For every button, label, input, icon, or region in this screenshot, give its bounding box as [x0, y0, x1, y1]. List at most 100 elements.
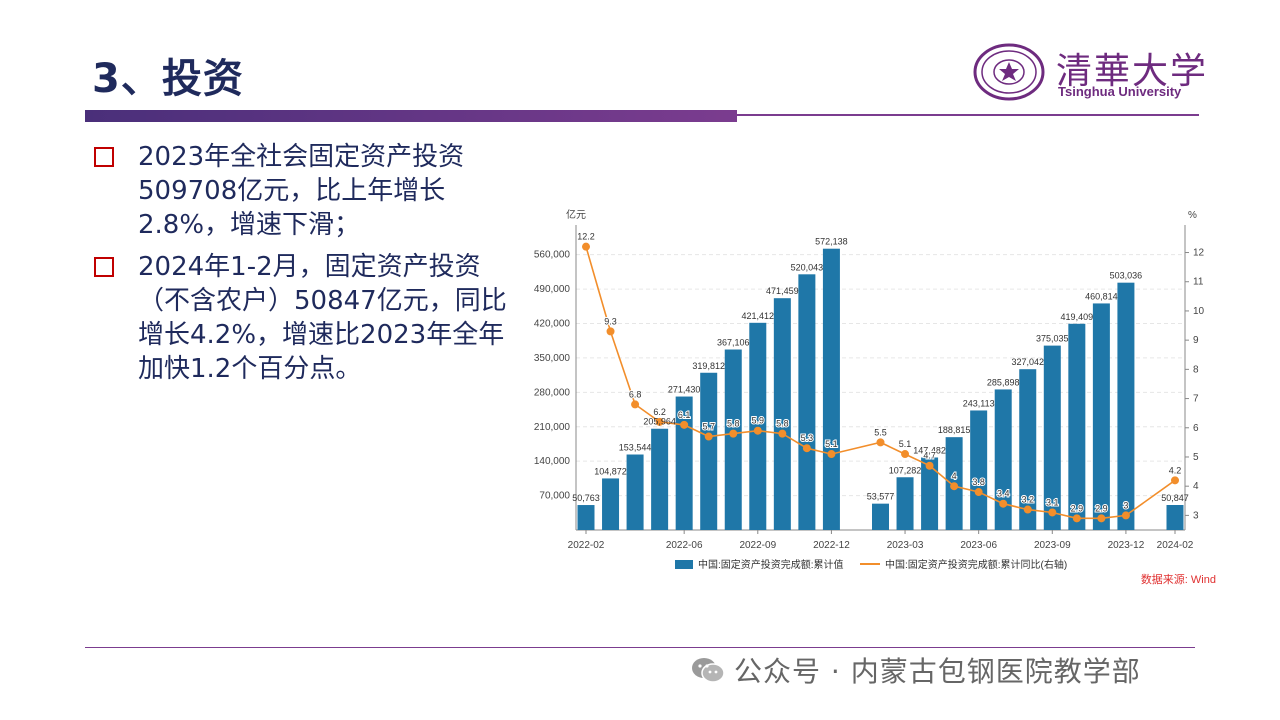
bar-data-label: 205,964	[643, 417, 676, 427]
bar	[700, 372, 718, 530]
bar-data-label: 50,847	[1161, 493, 1189, 503]
legend-line-label: 中国:固定资产投资完成额:累计同比(右轴)	[885, 558, 1067, 571]
y-tick-label: 420,000	[534, 319, 571, 330]
y2-tick-label: 7	[1193, 394, 1199, 405]
line-point	[680, 420, 689, 429]
seal-icon	[973, 43, 1045, 101]
x-tick-label: 2023-06	[960, 540, 997, 551]
bullet-list: 2023年全社会固定资产投资509708亿元，比上年增长2.8%，增速下滑； 2…	[92, 140, 512, 394]
bar-data-label: 572,138	[815, 237, 848, 247]
line-point	[974, 488, 983, 497]
investment-chart: 亿元 %70,000140,000210,000280,000350,000420…	[534, 208, 1216, 586]
line-data-label: 5.1	[825, 439, 838, 449]
data-source: 数据来源: Wind	[1141, 572, 1216, 586]
line-point	[999, 499, 1008, 508]
line-data-label: 6.8	[629, 389, 642, 399]
line-data-label: 5.7	[702, 422, 715, 432]
bar	[896, 477, 914, 530]
bar-data-label: 319,812	[692, 361, 725, 371]
line-data-label: 6.1	[678, 410, 691, 420]
y-tick-label: 70,000	[539, 491, 570, 502]
bar-data-label: 104,872	[594, 466, 627, 476]
bar-data-label: 271,430	[668, 385, 701, 395]
bar-data-label: 285,898	[987, 377, 1020, 387]
bullet-text: 2023年全社会固定资产投资509708亿元，比上年增长2.8%，增速下滑；	[138, 142, 465, 240]
y-tick-label: 490,000	[534, 284, 571, 295]
bar-data-label: 367,106	[717, 338, 750, 348]
line-data-label: 9.3	[604, 316, 617, 326]
bar	[626, 454, 644, 530]
y-tick-label: 140,000	[534, 456, 571, 467]
bar-data-label: 520,043	[791, 262, 824, 272]
university-logo: 清華大学 Tsinghua University	[968, 40, 1208, 104]
footer-rule	[85, 647, 1195, 648]
line-point	[1171, 476, 1179, 485]
bar	[1166, 505, 1184, 530]
bar	[921, 457, 939, 530]
series-line	[585, 246, 1176, 520]
line-data-label: 5.8	[776, 419, 789, 429]
line-point	[704, 432, 713, 441]
y2-tick-label: 9	[1193, 335, 1199, 346]
line-data-label: 4	[952, 471, 957, 481]
legend-bar-swatch	[675, 560, 693, 569]
left-axis-unit: 亿元	[566, 208, 586, 221]
line-data-label: 3.4	[997, 489, 1010, 499]
line-point	[925, 461, 934, 470]
line-point	[1023, 505, 1032, 514]
footer-text: 公众号 · 内蒙古包钢医院教学部	[734, 655, 1141, 688]
line-point	[950, 482, 959, 491]
line-point	[876, 438, 885, 447]
bar	[1068, 323, 1086, 530]
y2-tick-label: 10	[1193, 306, 1205, 317]
checkbox-bullet-icon	[94, 147, 114, 167]
y2-tick-label: 12	[1193, 248, 1205, 259]
page-title: 3、投资	[92, 56, 244, 102]
bullet-item: 2023年全社会固定资产投资509708亿元，比上年增长2.8%，增速下滑；	[92, 140, 512, 242]
bar-data-label: 147,482	[913, 445, 946, 455]
bar-data-label: 460,814	[1085, 291, 1118, 301]
bar	[970, 410, 988, 530]
y2-tick-label: 11	[1193, 277, 1204, 288]
y-tick-label: 560,000	[534, 250, 571, 261]
line-point	[729, 429, 738, 438]
line-point	[827, 450, 836, 459]
bar	[651, 428, 669, 530]
bar	[872, 503, 889, 530]
y2-tick-label: 5	[1193, 452, 1199, 463]
x-tick-label: 2023-12	[1108, 540, 1145, 551]
line-data-label: 5.3	[801, 433, 814, 443]
bar	[773, 298, 791, 530]
bar	[1019, 369, 1037, 530]
x-tick-label: 2022-12	[813, 540, 850, 551]
bar	[994, 389, 1012, 530]
bar	[1043, 345, 1061, 530]
bar-data-label: 50,763	[572, 493, 600, 503]
x-tick-label: 2023-03	[887, 540, 924, 551]
line-point	[1097, 514, 1106, 523]
line-data-label: 3.1	[1046, 497, 1059, 507]
checkbox-bullet-icon	[94, 257, 114, 277]
line-point	[753, 426, 762, 435]
bar	[749, 322, 767, 530]
x-tick-label: 2022-02	[568, 540, 605, 551]
line-point	[901, 450, 910, 459]
y-tick-label: 280,000	[534, 387, 571, 398]
x-tick-label: 2022-09	[739, 540, 776, 551]
bullet-item: 2024年1-2月，固定资产投资（不含农户）50847亿元，同比增长4.2%，增…	[92, 250, 512, 386]
line-data-label: 4.2	[1169, 465, 1182, 475]
bar	[1117, 282, 1135, 530]
line-point	[582, 242, 590, 251]
line-point	[1121, 511, 1130, 520]
bar-data-label: 419,409	[1061, 312, 1094, 322]
line-data-label: 5.8	[727, 419, 740, 429]
y-tick-label: 350,000	[534, 353, 571, 364]
title-rule	[737, 114, 1199, 116]
bar	[822, 248, 840, 530]
x-tick-label: 2022-06	[666, 540, 703, 551]
bar-data-label: 375,035	[1036, 334, 1069, 344]
line-data-label: 5.5	[874, 427, 887, 437]
logo-english-name: Tsinghua University	[1058, 84, 1182, 99]
line-data-label: 3	[1123, 500, 1128, 510]
bar-data-label: 503,036	[1110, 271, 1143, 281]
